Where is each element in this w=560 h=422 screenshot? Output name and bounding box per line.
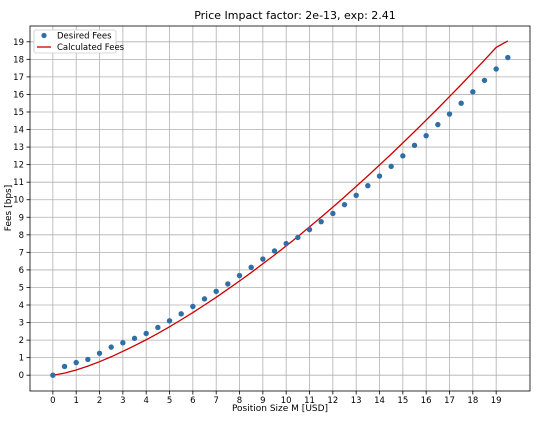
desired-fees-point	[435, 121, 441, 128]
y-tick-label: 19	[13, 38, 24, 48]
legend-marker-desired-fees	[41, 32, 47, 39]
y-tick-label: 8	[19, 231, 24, 241]
y-tick-label: 18	[13, 55, 24, 65]
y-tick-label: 12	[13, 161, 24, 171]
calculated-fees-line	[52, 40, 509, 376]
desired-fees-point	[236, 272, 243, 279]
y-tick-label: 0	[19, 371, 24, 381]
y-tick-label: 3	[19, 319, 24, 329]
desired-fees-point	[388, 163, 394, 170]
y-tick-label: 16	[13, 90, 24, 100]
desired-fees-point	[61, 363, 68, 370]
desired-fees-point	[505, 54, 511, 61]
desired-fees-point	[73, 359, 79, 366]
desired-fees-point	[400, 153, 406, 159]
desired-fees-point	[260, 256, 266, 262]
x-tick-label: 13	[351, 396, 362, 406]
y-tick-label: 11	[13, 178, 24, 188]
desired-fees-point	[306, 226, 313, 233]
y-tick-label: 9	[19, 213, 24, 223]
desired-fees-point	[143, 330, 149, 337]
y-tick-label: 1	[19, 354, 24, 364]
x-tick-label: 15	[397, 396, 408, 406]
x-tick-label: 2	[97, 396, 102, 406]
x-tick-label: 4	[143, 396, 148, 406]
desired-fees-point	[341, 201, 348, 208]
grid	[30, 26, 530, 391]
legend-label-desired-fees: Desired Fees	[57, 32, 112, 42]
desired-fees-point	[318, 218, 324, 225]
legend: Desired Fees Calculated Fees	[33, 29, 125, 54]
desired-fees-point	[120, 340, 126, 346]
y-tick-label: 7	[19, 248, 24, 258]
x-tick-label: 0	[50, 396, 55, 406]
x-tick-label: 1	[73, 396, 78, 406]
y-tick-label: 15	[13, 108, 24, 118]
desired-fees-point	[213, 288, 219, 295]
desired-fees-point	[295, 234, 301, 241]
x-tick-label: 6	[190, 396, 195, 406]
desired-fees-point	[458, 100, 464, 106]
chart-title: Price Impact factor: 2e-13, exp: 2.41	[194, 9, 396, 22]
y-tick-label: 14	[13, 126, 24, 136]
x-tick-label: 8	[237, 396, 242, 406]
desired-fees-point	[411, 142, 418, 149]
x-tick-label: 3	[120, 396, 125, 406]
desired-fees-point	[190, 303, 196, 310]
desired-fees-point	[96, 350, 103, 356]
desired-fees-point	[330, 210, 336, 217]
y-tick-label: 2	[19, 336, 24, 346]
x-tick-label: 18	[467, 396, 478, 406]
y-tick-label: 17	[13, 73, 24, 83]
x-tick-label: 14	[374, 396, 385, 406]
x-tick-label: 17	[444, 396, 455, 406]
desired-fees-point	[271, 248, 278, 254]
y-tick-label: 10	[13, 196, 24, 206]
x-tick-label: 5	[167, 396, 172, 406]
x-tick-label: 9	[260, 396, 265, 406]
desired-fees-point	[481, 77, 488, 84]
y-tick-label: 13	[13, 143, 24, 153]
desired-fees-point	[155, 324, 161, 331]
series-layer	[50, 40, 511, 378]
desired-fees-point	[470, 89, 476, 95]
y-tick-label: 6	[19, 266, 24, 276]
x-tick-label: 11	[304, 396, 315, 406]
legend-box	[33, 29, 117, 54]
desired-fees-point	[166, 318, 173, 324]
desired-fees-point	[283, 240, 289, 247]
y-tick-label: 4	[19, 301, 24, 311]
desired-fees-point	[353, 192, 359, 199]
desired-fees-point	[423, 132, 429, 139]
x-axis-label: Position Size M [USD]	[232, 404, 328, 414]
y-tick-label: 5	[19, 283, 24, 293]
desired-fees-point	[248, 264, 254, 270]
desired-fees-point	[493, 66, 499, 72]
desired-fees-point	[365, 182, 371, 189]
x-tick-label: 12	[327, 396, 338, 406]
desired-fees-point	[178, 311, 184, 317]
desired-fees-point	[131, 335, 138, 342]
desired-fees-point	[446, 111, 453, 117]
x-tick-label: 16	[421, 396, 432, 406]
x-tick-label: 7	[213, 396, 218, 406]
axis-ticks: 0 1 2 3 4 5 6 7 8 9 10 11 12 13 14 15 16 17 18 190123456789…	[13, 38, 501, 406]
desired-fees-point	[225, 281, 231, 287]
y-axis-label: Fees [bps]	[4, 185, 14, 231]
plot-frame	[29, 25, 531, 392]
desired-fees-point	[108, 344, 114, 350]
desired-fees-point	[201, 296, 208, 302]
legend-label-calculated-fees: Calculated Fees	[57, 43, 125, 53]
x-tick-label: 10	[281, 396, 292, 406]
desired-fees-point	[85, 356, 91, 363]
x-tick-label: 19	[491, 396, 502, 406]
desired-fees-point	[376, 173, 383, 179]
desired-fees-point	[50, 372, 56, 378]
